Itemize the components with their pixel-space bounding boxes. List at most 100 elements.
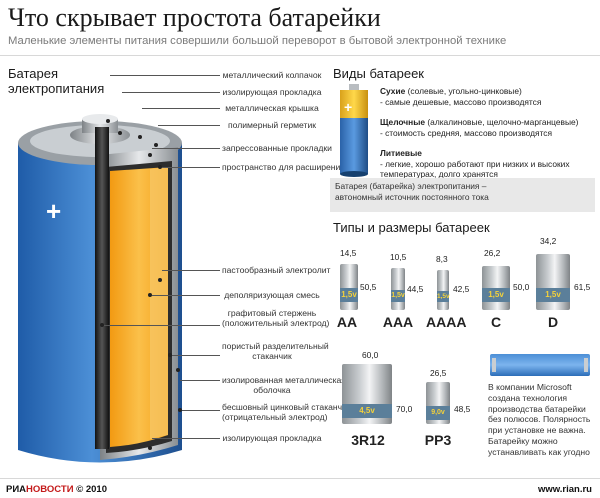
copyright: © 2010 [73,484,107,495]
callout-line [152,438,220,439]
type-dry-sub: (солевые, угольно-цинковые) [405,86,522,96]
callout-porous-separator-line1: пористый разделительный [222,341,329,351]
callout-expansion-space: пространство для расширения [222,162,345,172]
cell-aaaa-width: 8,3 [436,254,448,264]
callout-line [152,148,220,149]
callout-porous-separator: пористый разделительный стаканчик [222,341,329,361]
type-alkaline-sub: (алкалиновые, щелочно-марганцевые) [425,117,579,127]
cell-aaaa-voltage: 1,5v [437,291,450,302]
cell-pp3-height: 48,5 [454,404,471,414]
cell-d-name: D [547,314,559,330]
callout-insulating-gasket-bottom: изолирующая прокладка [222,433,322,443]
callout-insulated-shell-line1: изолированная металлическая [222,375,346,385]
type-alkaline: Щелочные (алкалиновые, щелочно-марганцев… [380,117,595,128]
cell-aa: 14,5 1,5v 50,5 AA [330,248,380,330]
microsoft-battery-icon [490,354,590,376]
callout-zinc-cup: бесшовный цинковый стаканчик (отрицатель… [222,402,351,422]
battery-section-title: Батарея электропитания [8,66,104,96]
plus-sign: + [46,196,61,226]
header-divider [0,55,600,56]
cell-3r12-height: 70,0 [396,404,413,414]
callout-insulated-shell: изолированная металлическая оболочка [222,375,346,395]
types-section-title: Виды батареек [333,66,424,81]
cell-pp3-width: 26,5 [430,368,447,378]
callout-zinc-cup-line2: (отрицательный электрод) [222,412,328,422]
cell-c: 26,2 1,5v 50,0 C [478,248,533,330]
cell-3r12-name: 3R12 [351,432,385,448]
type-alkaline-name: Щелочные [380,117,426,127]
cell-c-width: 26,2 [484,248,501,258]
types-list: Сухие (солевые, угольно-цинковые) - самы… [380,86,595,180]
callout-metal-cover: металлическая крышка [225,103,319,113]
cell-aaa: 10,5 1,5v 44,5 AAA [382,248,432,330]
type-dry-name: Сухие [380,86,406,96]
type-alkaline-desc: - стоимость средняя, массово производятс… [380,127,553,138]
graphite-rod [95,127,109,449]
callout-line [182,410,220,411]
cell-3r12-voltage: 4,5v [342,404,392,418]
callout-paste-electrolyte: пастообразный электролит [222,265,331,275]
callout-graphite-rod-line2: (положительный электрод) [222,318,330,328]
page-subtitle: Маленькие элементы питания совершили бол… [8,35,507,47]
cell-d-voltage: 1,5v [536,288,570,302]
logo-ria: РИА [6,484,27,495]
cell-aa-name: AA [336,314,358,330]
definition-line2: автономный источник постоянного тока [335,191,489,202]
cell-d-width: 34,2 [540,236,557,246]
cell-3r12-width: 60,0 [362,350,379,360]
type-dry-desc: - самые дешевые, массово производятся [380,96,542,107]
callout-polymer-sealant: полимерный герметик [227,120,317,130]
type-lithium-desc2: температурах, долго хранятся [380,169,498,179]
cell-d: 34,2 1,5v 61,5 D [532,236,598,330]
page-title: Что скрывает простота батарейки [8,3,381,32]
callout-zinc-cup-line1: бесшовный цинковый стаканчик [222,402,351,412]
alkaline-battery-icon: + [340,84,368,177]
callout-line [110,75,220,76]
cell-pp3: 26,5 9,0v 48,5 PP3 [420,366,480,452]
callout-line [162,270,220,271]
type-dry: Сухие (солевые, угольно-цинковые) [380,86,595,97]
callout-metal-cap: металлический колпачок [222,70,322,80]
plus-sign: + [344,99,352,115]
callout-porous-separator-line2: стаканчик [252,351,292,361]
type-lithium: Литиевые [380,148,595,159]
cell-aa-voltage: 1,5v [340,288,358,302]
battery-cutaway-illustration: + [18,114,182,463]
callout-line [162,167,220,168]
cell-aaaa-name: AAAA [426,314,467,330]
cell-aa-height: 50,5 [360,282,377,292]
cell-3r12: 60,0 4,5v 70,0 3R12 [336,346,412,452]
microsoft-note: В компании Microsoft создана технология … [488,382,591,457]
logo-novosti: НОВОСТИ [26,484,74,495]
cell-d-height: 61,5 [574,282,591,292]
callout-line [142,108,220,109]
cell-aaa-name: AAA [382,314,414,330]
cell-c-voltage: 1,5v [482,288,510,302]
cell-aaa-body [391,268,405,310]
callout-depolarizing-mix: деполяризующая смесь [224,290,320,300]
callout-line [104,325,220,326]
callout-pressed-gaskets: запрессованные прокладки [222,143,332,153]
callout-line [122,92,220,93]
cell-pp3-name: PP3 [424,432,452,448]
definition-line1: Батарея (батарейка) электропитания – [335,181,487,191]
cell-aa-width: 14,5 [340,248,357,258]
callout-graphite-rod-line1: графитовый стержень [227,308,317,318]
footer-divider [0,478,600,479]
cell-pp3-voltage: 9,0v [426,406,450,420]
site-link[interactable]: www.rian.ru [537,484,592,495]
cell-aaa-width: 10,5 [390,252,407,262]
battery-definition-box: Батарея (батарейка) электропитания – авт… [330,178,595,212]
battery-title-line2: электропитания [8,81,105,96]
cell-c-height: 50,0 [513,282,530,292]
cell-c-name: C [490,314,502,330]
ria-novosti-logo: РИАНОВОСТИ © 2010 [6,484,107,495]
cell-aaaa: 8,3 1,5v 42,5 AAAA [426,248,476,330]
callout-line [180,380,220,381]
sizes-section-title: Типы и размеры батареек [333,220,490,235]
cell-aaaa-height: 42,5 [453,284,470,294]
cell-aaa-voltage: 1,5v [391,290,405,302]
callout-graphite-rod: графитовый стержень (положительный элект… [222,308,330,328]
callout-line [152,295,220,296]
callout-line [172,355,220,356]
